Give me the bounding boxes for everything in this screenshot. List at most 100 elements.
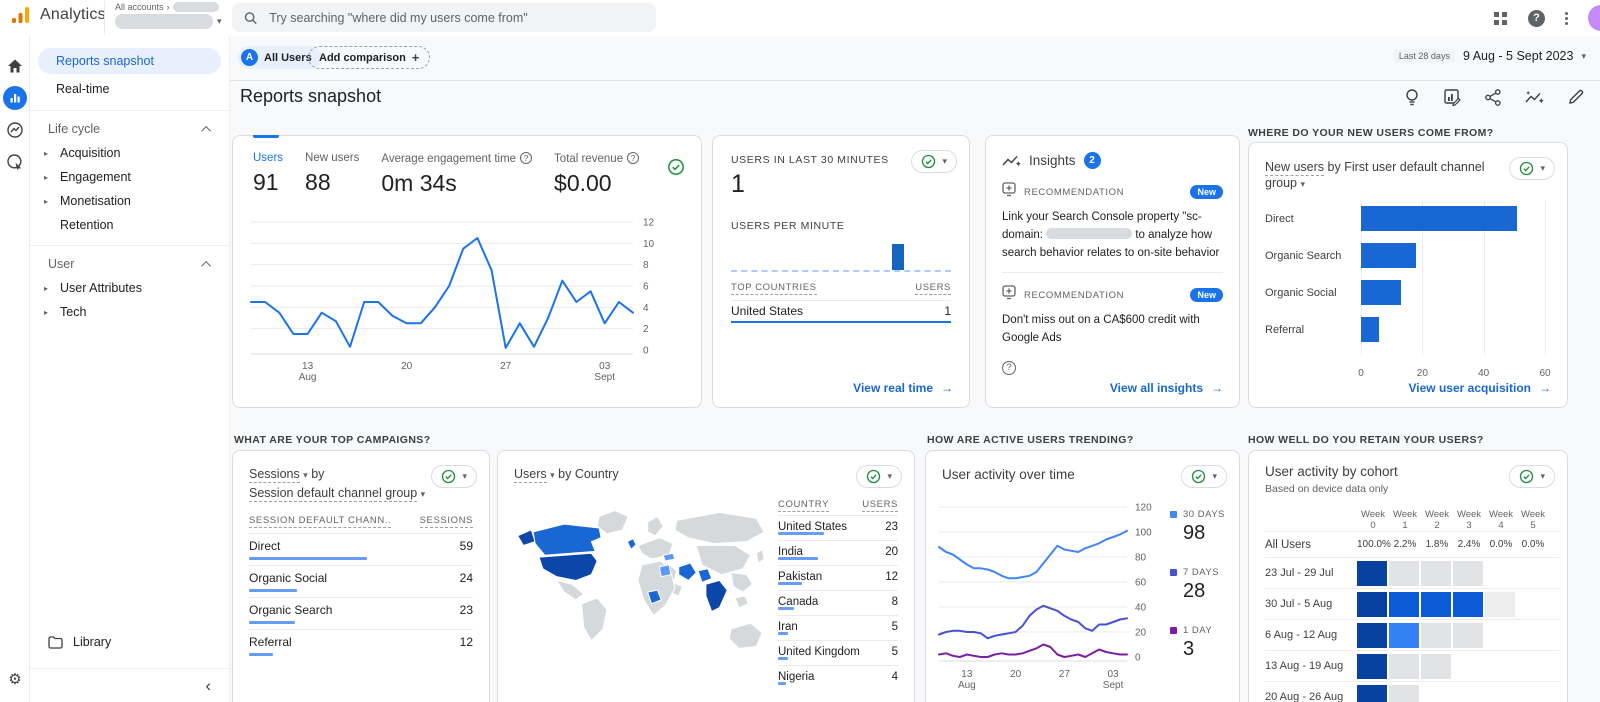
world-map[interactable] bbox=[506, 499, 768, 691]
table-row[interactable]: United Kingdom 5 bbox=[778, 640, 898, 665]
sidebar-item-acquisition[interactable]: ▸ Acquisition bbox=[30, 141, 229, 165]
cohort-title: User activity by cohort bbox=[1265, 464, 1398, 479]
metric-selector[interactable]: New users bbox=[1265, 160, 1325, 176]
svg-text:8: 8 bbox=[643, 260, 649, 271]
data-quality-menu[interactable]: ▾ bbox=[911, 150, 957, 173]
sidebar-item-monetisation[interactable]: ▸ Monetisation bbox=[30, 189, 229, 213]
cohort-row[interactable]: 13 Aug - 19 Aug bbox=[1265, 650, 1559, 681]
bar-row-referral[interactable]: Referral bbox=[1265, 314, 1551, 345]
sidebar-item-reports-snapshot[interactable]: Reports snapshot bbox=[38, 48, 221, 74]
data-quality-menu[interactable]: ▾ bbox=[856, 465, 902, 488]
view-user-acquisition-link[interactable]: View user acquisition → bbox=[1409, 381, 1551, 395]
collapse-sidebar-icon[interactable]: ‹ bbox=[205, 675, 211, 695]
analytics-logo[interactable]: Analytics bbox=[10, 4, 106, 26]
sidebar-item-engagement[interactable]: ▸ Engagement bbox=[30, 165, 229, 189]
sidebar-item-tech[interactable]: ▸ Tech bbox=[30, 300, 229, 324]
search-bar[interactable] bbox=[232, 3, 656, 32]
active-users-chart[interactable]: 0 20 40 60 80 100 120 13 Aug 20 27 03 Sept bbox=[936, 497, 1164, 702]
view-real-time-link[interactable]: View real time → bbox=[853, 381, 953, 395]
sparkline-insights-icon[interactable] bbox=[1525, 90, 1544, 105]
sidebar-section-user[interactable]: User bbox=[30, 252, 229, 276]
users-per-minute-chart[interactable] bbox=[731, 234, 951, 272]
table-row[interactable]: United States 23 bbox=[778, 515, 898, 540]
help-icon[interactable]: ? bbox=[520, 152, 533, 164]
explore-icon[interactable] bbox=[0, 114, 30, 146]
bar-row-organic-social[interactable]: Organic Social bbox=[1265, 277, 1551, 308]
date-range-picker[interactable]: Last 28 days 9 Aug - 5 Sept 2023 ▾ bbox=[1393, 49, 1586, 63]
edit-pencil-icon[interactable] bbox=[1568, 89, 1584, 105]
insight-help-icon[interactable]: ? bbox=[1002, 358, 1223, 376]
country-title[interactable]: Users ▾ by Country bbox=[514, 465, 619, 484]
metric-tab-average-engagement-time[interactable]: Average engagement time? 0m 34s bbox=[381, 152, 533, 197]
segment-chip-all-users[interactable]: A All Users bbox=[238, 46, 322, 69]
sidebar-section-life-cycle[interactable]: Life cycle bbox=[30, 117, 229, 141]
metric-tab-new-users[interactable]: New users 88 bbox=[305, 152, 359, 197]
cohort-row[interactable]: 20 Aug - 26 Aug bbox=[1265, 681, 1559, 702]
sidebar-item-user-attributes[interactable]: ▸ User Attributes bbox=[30, 276, 229, 300]
user-activity-card: User activity over time ▾ 0 20 40 60 80 100 12… bbox=[925, 450, 1240, 702]
table-row[interactable]: Referral 12 bbox=[249, 629, 473, 661]
table-row[interactable]: Direct 59 bbox=[249, 533, 473, 565]
metric-tab-total-revenue[interactable]: Total revenue? $0.00 bbox=[554, 152, 640, 197]
cohort-row[interactable]: 30 Jul - 5 Aug bbox=[1265, 588, 1559, 619]
insight-text[interactable]: Don't miss out on a CA$600 credit with G… bbox=[1002, 314, 1200, 345]
share-icon[interactable] bbox=[1485, 88, 1501, 106]
legend-row: 7 DAYS bbox=[1170, 567, 1225, 578]
apps-grid-icon[interactable] bbox=[1493, 11, 1508, 26]
metric-tab-users[interactable]: Users 91 bbox=[253, 152, 283, 197]
caret-down-icon[interactable]: ▾ bbox=[217, 16, 222, 26]
table-row[interactable]: Nigeria 4 bbox=[778, 665, 898, 690]
table-row[interactable]: Organic Social 24 bbox=[249, 565, 473, 597]
row-label: India bbox=[778, 546, 803, 558]
sidebar-item-retention[interactable]: Retention bbox=[30, 213, 229, 237]
insights-lightbulb-icon[interactable] bbox=[1404, 88, 1420, 106]
data-quality-menu[interactable]: ▾ bbox=[1181, 465, 1227, 488]
help-icon[interactable]: ? bbox=[627, 152, 640, 164]
table-row[interactable]: Pakistan 12 bbox=[778, 565, 898, 590]
row-value: 59 bbox=[459, 539, 473, 553]
row-label: Organic Search bbox=[249, 603, 333, 617]
dimension-selector[interactable]: Session default channel group bbox=[249, 485, 418, 502]
recommendation-icon bbox=[1002, 285, 1016, 305]
cohort-heatmap[interactable]: Week 0 Week 1 Week 2 Week 3 Week 4 Week 5 All … bbox=[1265, 509, 1559, 702]
metric-selector[interactable]: Users bbox=[514, 467, 547, 483]
table-row[interactable]: India 20 bbox=[778, 540, 898, 565]
users-trend-chart[interactable]: 0 2 4 6 8 10 12 13 Aug 20 27 03 Sept bbox=[245, 214, 689, 394]
new-users-title[interactable]: New users by First user default channel … bbox=[1265, 159, 1503, 192]
campaigns-title[interactable]: Sessions ▾ by Session default channel gr… bbox=[249, 465, 425, 503]
cohort-row[interactable]: 23 Jul - 29 Jul bbox=[1265, 557, 1559, 588]
avatar[interactable] bbox=[1588, 5, 1600, 31]
data-quality-menu[interactable]: ▾ bbox=[431, 465, 477, 488]
insight-text[interactable]: Link your Search Console property "sc-do… bbox=[1002, 211, 1220, 259]
new-users-bar-chart[interactable]: 0 20 40 60 Direct Organic Search Organic Socia… bbox=[1265, 201, 1551, 379]
sidebar-item-real-time[interactable]: Real-time bbox=[56, 82, 110, 96]
cohort-row[interactable]: 6 Aug - 12 Aug bbox=[1265, 619, 1559, 650]
table-row[interactable]: Canada 8 bbox=[778, 590, 898, 615]
table-row[interactable]: Organic Search 23 bbox=[249, 597, 473, 629]
data-quality-menu[interactable]: ▾ bbox=[1509, 465, 1555, 488]
home-icon[interactable] bbox=[0, 50, 30, 82]
search-input[interactable] bbox=[267, 9, 644, 26]
account-switcher[interactable]: All accounts › ▾ bbox=[104, 1, 224, 35]
data-quality-icon[interactable] bbox=[667, 158, 685, 181]
realtime-country-row[interactable]: United States 1 bbox=[731, 300, 951, 323]
data-quality-menu[interactable]: ▾ bbox=[1509, 157, 1555, 180]
sidebar-item-library[interactable]: Library bbox=[30, 628, 229, 656]
new-badge: New bbox=[1190, 288, 1223, 303]
table-row[interactable]: Iran 5 bbox=[778, 615, 898, 640]
report-chart-icon[interactable] bbox=[1444, 88, 1461, 106]
add-comparison-button[interactable]: Add comparison + bbox=[308, 46, 431, 69]
view-all-insights-link[interactable]: View all insights → bbox=[1110, 381, 1223, 395]
overflow-menu-icon[interactable] bbox=[1565, 11, 1568, 25]
reports-icon[interactable] bbox=[0, 82, 30, 114]
view-all-insights-label: View all insights bbox=[1109, 381, 1203, 395]
row-bar bbox=[249, 589, 297, 592]
admin-gear-icon[interactable]: ⚙ bbox=[8, 671, 22, 688]
advertising-icon[interactable] bbox=[0, 146, 30, 178]
bar-row-direct[interactable]: Direct bbox=[1265, 203, 1551, 234]
help-icon[interactable]: ? bbox=[1528, 9, 1545, 27]
category-label: Referral bbox=[1265, 323, 1305, 336]
library-label: Library bbox=[73, 635, 112, 649]
bar-row-organic-search[interactable]: Organic Search bbox=[1265, 240, 1551, 271]
metric-selector[interactable]: Sessions bbox=[249, 467, 300, 483]
